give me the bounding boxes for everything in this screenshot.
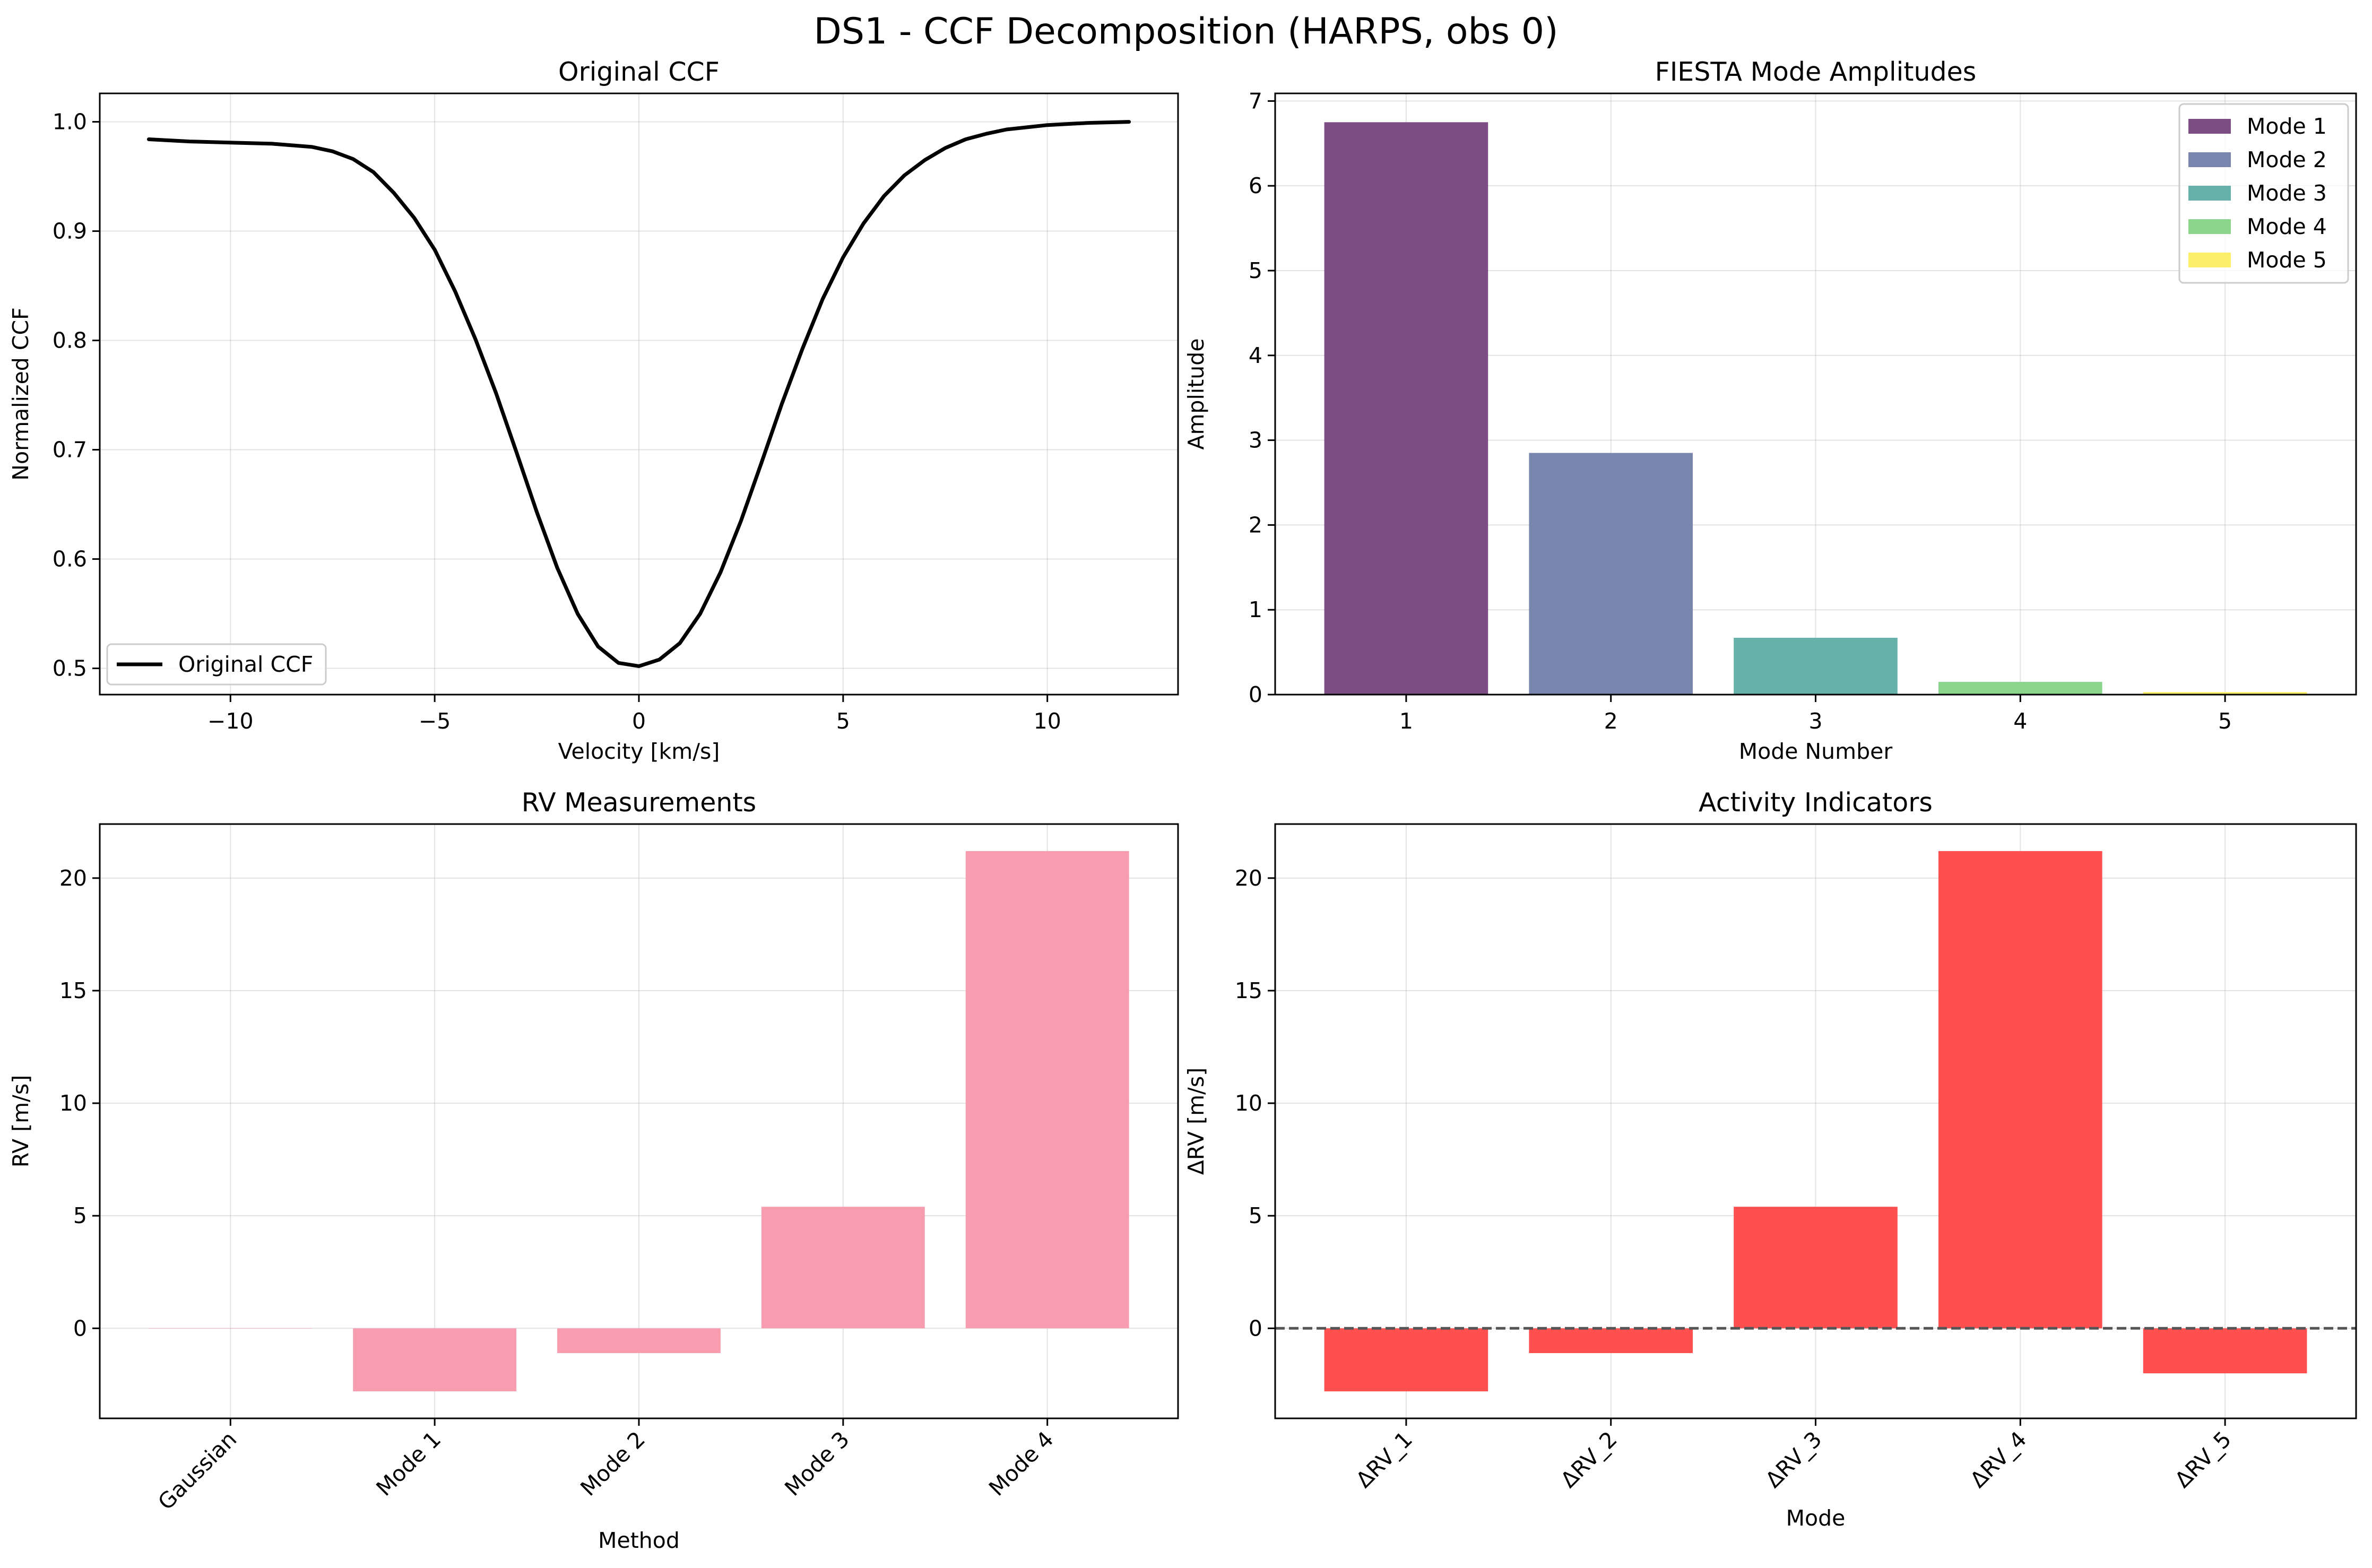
y-axis-label: RV [m/s] — [8, 1075, 33, 1167]
y-axis-label: ΔRV [m/s] — [1183, 1068, 1209, 1175]
panel-activity-indicators: 0 5 10 15 20 ΔRV_1 ΔRV_2 ΔRV_3 ΔRV_4 ΔRV_5 Activit… — [1183, 787, 2357, 1531]
axes-frame — [99, 823, 1179, 1419]
y-tick-label: 0.6 — [53, 547, 87, 572]
ccf-line — [146, 120, 1131, 668]
x-tick-label: ΔRV_5 — [2170, 1426, 2236, 1493]
x-axis-label: Method — [598, 1528, 680, 1553]
bar-2 — [353, 1328, 517, 1392]
legend-swatch-1 — [2188, 119, 2231, 134]
y-tick-label: 10 — [1235, 1090, 1262, 1116]
bar-3 — [557, 1328, 721, 1353]
axes-frame — [99, 92, 1179, 696]
y-tick-label: 0 — [73, 1315, 87, 1341]
y-tick-label: 4 — [1249, 343, 1262, 368]
y-tick-label: 0.9 — [53, 219, 87, 244]
x-tick-label: Mode 2 — [575, 1426, 650, 1501]
legend-entry: Original CCF — [178, 652, 313, 677]
x-tick-label: −10 — [207, 708, 254, 734]
legend-swatch-4 — [2188, 219, 2231, 234]
axes-frame — [1274, 823, 2357, 1419]
y-tick-label: 2 — [1249, 512, 1262, 538]
y-tick-label: 15 — [59, 978, 87, 1003]
bar-4 — [1938, 682, 2102, 695]
bar-1 — [1324, 122, 1488, 695]
x-tick-label: 2 — [1604, 708, 1618, 734]
legend-box — [2178, 103, 2349, 284]
x-tick-label: ΔRV_4 — [1965, 1426, 2031, 1493]
axes-frame — [1274, 92, 2357, 696]
panel-title: Original CCF — [558, 57, 720, 87]
y-tick-label: 0.7 — [53, 437, 87, 463]
y-tick-label: 20 — [1235, 865, 1262, 891]
y-tick-label: 15 — [1235, 978, 1262, 1003]
x-axis-label: Mode Number — [1739, 739, 1893, 764]
y-tick-label: 5 — [1249, 258, 1262, 283]
legend-box — [106, 643, 327, 686]
legend-entry: Mode 3 — [2247, 180, 2327, 206]
panel-title: RV Measurements — [522, 787, 756, 818]
x-tick-label: 5 — [836, 708, 850, 734]
figure-suptitle: DS1 - CCF Decomposition (HARPS, obs 0) — [813, 11, 1558, 53]
legend-entry: Mode 1 — [2247, 114, 2327, 139]
y-axis-label: Normalized CCF — [8, 307, 33, 480]
bar-1 — [149, 1328, 313, 1329]
legend-swatch-3 — [2188, 186, 2231, 201]
x-tick-label: 0 — [632, 708, 646, 734]
y-tick-label: 7 — [1249, 88, 1262, 114]
y-tick-label: 0.8 — [53, 328, 87, 353]
legend-swatch-2 — [2188, 152, 2231, 167]
x-tick-label: ΔRV_3 — [1760, 1426, 1826, 1493]
x-tick-label: 5 — [2218, 708, 2232, 734]
panel-title: FIESTA Mode Amplitudes — [1655, 57, 1977, 87]
bar-4 — [1938, 851, 2102, 1329]
y-axis-label: Amplitude — [1183, 338, 1209, 449]
panel-original-ccf: 0.5 0.6 0.7 0.8 0.9 1.0 −10 −5 0 5 10 Original CCF N… — [8, 57, 1179, 764]
bar-2 — [1529, 453, 1693, 695]
panel-title: Activity Indicators — [1699, 787, 1933, 818]
x-tick-label: Mode 4 — [984, 1426, 1059, 1501]
y-tick-label: 0.5 — [53, 656, 87, 681]
legend-swatch-5 — [2188, 253, 2231, 267]
y-tick-label: 6 — [1249, 173, 1262, 198]
x-tick-label: 4 — [2013, 708, 2027, 734]
bar-2 — [1529, 1328, 1693, 1353]
bar-4 — [761, 1207, 925, 1329]
x-tick-label: Mode 1 — [371, 1426, 446, 1501]
y-tick-label: 5 — [1249, 1203, 1262, 1228]
legend-entry: Mode 4 — [2247, 214, 2327, 239]
y-tick-label: 20 — [59, 865, 87, 891]
bar-1 — [1324, 1328, 1488, 1392]
y-tick-label: 5 — [73, 1203, 87, 1228]
bar-3 — [1734, 637, 1898, 695]
bar-5 — [2143, 1328, 2307, 1374]
x-axis-label: Velocity [km/s] — [558, 739, 720, 764]
bar-5 — [2143, 692, 2307, 695]
x-tick-label: Mode 3 — [780, 1426, 854, 1501]
y-tick-label: 1 — [1249, 597, 1262, 622]
y-tick-label: 1.0 — [53, 109, 87, 135]
y-tick-label: 0 — [1249, 682, 1262, 707]
y-tick-label: 3 — [1249, 428, 1262, 453]
x-tick-label: 10 — [1034, 708, 1061, 734]
legend: Mode 1 Mode 2 Mode 3 Mode 4 Mode 5 — [2178, 103, 2349, 284]
y-tick-label: 0 — [1249, 1315, 1262, 1341]
bar-3 — [1734, 1207, 1898, 1329]
panel-fiesta-mode-amplitudes: 0 1 2 3 4 5 6 7 1 2 3 4 5 FIESTA Mode Amplitudes Ampli… — [1183, 57, 2357, 764]
x-tick-label: 3 — [1808, 708, 1822, 734]
x-tick-label: 1 — [1399, 708, 1413, 734]
legend: Original CCF — [106, 643, 327, 686]
y-tick-label: 10 — [59, 1090, 87, 1116]
x-tick-label: −5 — [419, 708, 451, 734]
legend-entry: Mode 2 — [2247, 147, 2327, 172]
x-axis-label: Mode — [1786, 1505, 1846, 1531]
legend-entry: Mode 5 — [2247, 247, 2327, 273]
x-tick-label: ΔRV_2 — [1556, 1426, 1622, 1493]
bar-5 — [965, 851, 1129, 1329]
panel-rv-measurements: 0 5 10 15 20 Gaussian Mode 1 Mode 2 Mode 3 Mode 4… — [8, 787, 1179, 1553]
x-tick-label: Gaussian — [153, 1426, 241, 1515]
x-tick-label: ΔRV_1 — [1351, 1426, 1417, 1493]
